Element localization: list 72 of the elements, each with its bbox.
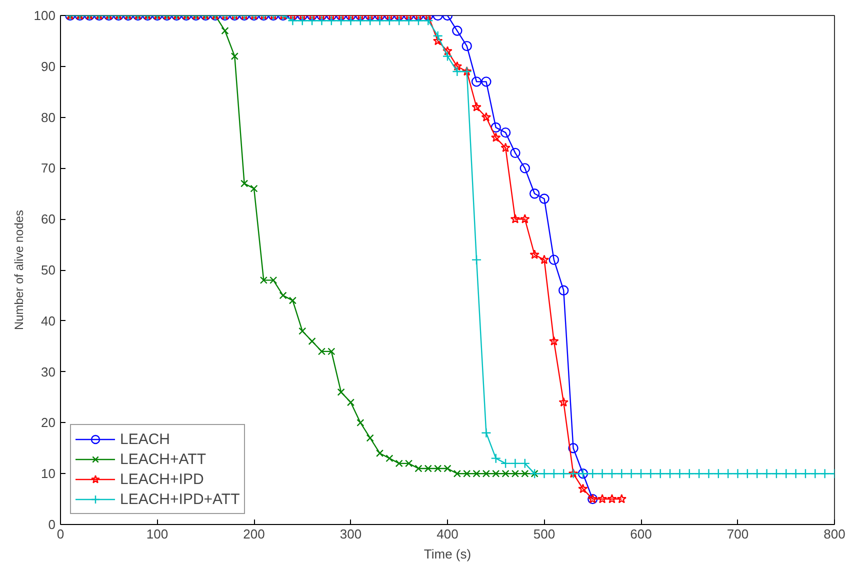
point xyxy=(453,470,461,478)
point xyxy=(346,398,355,406)
x-tick-label: 100 xyxy=(146,526,168,542)
x-tick-label: 500 xyxy=(533,526,556,542)
point xyxy=(520,163,530,174)
point xyxy=(502,470,510,478)
y-tick-label: 50 xyxy=(41,262,56,278)
y-tick-label: 30 xyxy=(41,364,56,380)
y-tick-label: 20 xyxy=(41,415,56,430)
point xyxy=(539,194,550,204)
y-tick-label: 90 xyxy=(41,58,56,74)
x-tick-label: 200 xyxy=(243,526,265,542)
point xyxy=(328,348,336,356)
point xyxy=(270,276,278,284)
point xyxy=(376,449,384,458)
legend-label: LEACH+IPD xyxy=(120,470,204,488)
point xyxy=(549,336,559,346)
x-tick-label: 700 xyxy=(726,526,749,542)
point xyxy=(510,214,520,224)
y-tick-label: 70 xyxy=(41,160,56,176)
point xyxy=(279,292,287,300)
point xyxy=(521,470,529,478)
point xyxy=(578,484,588,494)
point xyxy=(434,464,442,472)
y-tick-label: 40 xyxy=(41,313,56,328)
point xyxy=(539,254,550,264)
point xyxy=(482,470,490,478)
point xyxy=(395,460,403,468)
point xyxy=(424,464,432,472)
x-axis-title: Time (s) xyxy=(424,546,472,562)
y-tick-label: 10 xyxy=(41,466,56,482)
point xyxy=(510,148,520,158)
point xyxy=(463,470,471,478)
point xyxy=(414,464,422,472)
point xyxy=(548,254,560,265)
point xyxy=(298,327,306,335)
point xyxy=(386,454,394,462)
legend-label: LEACH+ATT xyxy=(120,450,206,468)
point xyxy=(356,418,364,426)
point xyxy=(308,337,316,346)
point xyxy=(366,434,374,442)
point xyxy=(511,470,520,478)
point xyxy=(288,296,296,304)
point xyxy=(520,214,530,224)
point xyxy=(472,470,480,478)
x-tick-label: 800 xyxy=(824,526,846,542)
point xyxy=(250,184,258,192)
point xyxy=(616,494,627,504)
y-tick-label: 0 xyxy=(48,517,56,532)
point xyxy=(240,180,248,188)
point xyxy=(260,276,268,284)
x-tick-label: 600 xyxy=(630,526,652,542)
point xyxy=(444,464,452,472)
point xyxy=(530,250,540,259)
legend-label: LEACH xyxy=(120,430,170,448)
x-tick-label: 400 xyxy=(436,526,458,542)
x-tick-label: 300 xyxy=(340,526,362,542)
point xyxy=(558,397,568,407)
y-tick-label: 80 xyxy=(41,110,56,125)
point xyxy=(607,494,617,504)
y-tick-label: 100 xyxy=(34,8,56,23)
point xyxy=(337,388,345,396)
point xyxy=(405,460,413,468)
point xyxy=(568,443,578,454)
point xyxy=(492,470,500,478)
y-tick-label: 60 xyxy=(41,212,56,227)
point xyxy=(318,348,326,356)
point xyxy=(558,285,569,296)
y-axis-title: Number of alive nodes xyxy=(12,210,26,330)
legend-label: LEACH+IPD+ATT xyxy=(120,490,240,508)
point xyxy=(597,494,608,504)
point xyxy=(529,188,540,199)
